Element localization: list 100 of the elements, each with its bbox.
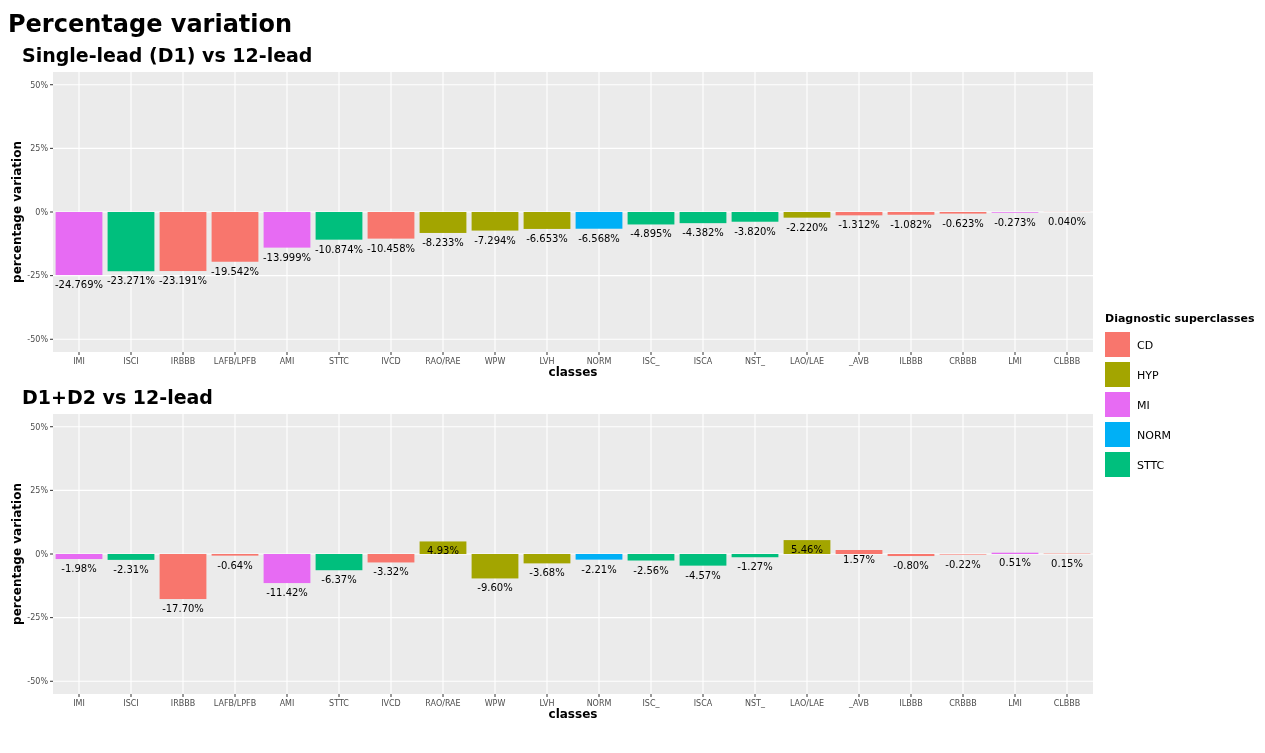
x-tick-label: ILBBB [899, 357, 923, 366]
data-label: -0.80% [893, 560, 929, 572]
x-tick-label: LMI [1008, 699, 1022, 708]
x-tick-label: LAFB/LPFB [213, 357, 257, 366]
data-label: 0.15% [1051, 557, 1083, 569]
x-tick-label: RAO/RAE [425, 699, 461, 708]
data-label: -10.874% [314, 243, 364, 255]
data-label: -6.568% [578, 232, 620, 244]
x-tick-label: NORM [586, 699, 612, 708]
legend-label: NORM [1137, 429, 1172, 442]
data-label: -17.70% [162, 603, 204, 615]
bar [159, 554, 207, 600]
x-tick-label: ISCA [693, 357, 713, 366]
x-tick-label: IVCD [381, 357, 401, 366]
legend-title: Diagnostic superclasses [1105, 312, 1255, 325]
bar [887, 554, 935, 557]
data-label: -2.31% [113, 563, 149, 575]
bar [627, 554, 675, 561]
bar [263, 554, 311, 584]
x-tick-label: AMI [279, 357, 295, 366]
data-label: -1.082% [890, 218, 932, 230]
x-tick-label: ISCI [123, 357, 139, 366]
data-label: -0.64% [217, 559, 253, 571]
x-tick-label: ISC_ [642, 699, 661, 708]
data-label: -8.233% [422, 236, 464, 248]
data-label: -3.32% [373, 566, 409, 578]
data-label: -4.382% [682, 227, 724, 239]
bar [367, 554, 415, 563]
data-label: -24.769% [54, 279, 104, 291]
data-label: -13.999% [262, 251, 312, 263]
legend-label: HYP [1137, 369, 1159, 382]
data-label: -1.98% [61, 563, 97, 575]
y-tick-label: 25% [30, 144, 49, 154]
x-tick-label: ILBBB [899, 699, 923, 708]
data-label: -3.68% [529, 567, 565, 579]
x-axis-title: classes [548, 707, 598, 721]
data-label: -4.895% [630, 228, 672, 240]
y-tick-label: 25% [30, 486, 49, 496]
x-tick-label: IVCD [381, 699, 401, 708]
x-tick-label: CLBBB [1053, 699, 1081, 708]
y-tick-label: 0% [35, 207, 49, 217]
data-label: -6.37% [321, 574, 357, 586]
x-tick-label: ISCI [123, 699, 139, 708]
data-label: 5.46% [791, 544, 823, 556]
data-label: 1.57% [843, 554, 875, 565]
x-tick-label: CRBBB [949, 699, 977, 708]
x-tick-label: _AVB [848, 357, 869, 366]
data-label: -3.820% [734, 225, 776, 237]
x-axis-title: classes [548, 365, 598, 379]
data-label: 0.51% [999, 556, 1031, 568]
x-tick-label: AMI [279, 699, 295, 708]
y-axis-title: percentage variation [10, 141, 24, 283]
y-tick-label: 50% [30, 422, 49, 432]
bar [471, 554, 519, 579]
x-tick-label: NST_ [745, 357, 766, 366]
x-tick-label: IMI [73, 699, 85, 708]
x-tick-label: WPW [484, 357, 506, 366]
data-label: 4.93% [427, 545, 459, 557]
bar [575, 554, 623, 560]
bar [55, 554, 103, 560]
x-tick-label: RAO/RAE [425, 357, 461, 366]
bar [315, 554, 363, 571]
x-tick-label: NST_ [745, 699, 766, 708]
data-label: -0.273% [994, 216, 1036, 228]
data-label: -10.458% [366, 242, 416, 254]
data-label: -11.42% [266, 587, 308, 599]
x-tick-label: _AVB [848, 699, 869, 708]
y-tick-label: -25% [27, 613, 49, 623]
bar [835, 550, 883, 554]
x-tick-label: STTC [329, 357, 350, 366]
chart-subtitle: Single-lead (D1) vs 12-lead [22, 44, 313, 66]
data-label: -2.56% [633, 564, 669, 576]
x-tick-label: IMI [73, 357, 85, 366]
data-label: -0.22% [945, 558, 981, 570]
x-tick-label: LVH [539, 699, 555, 708]
x-tick-label: ISCA [693, 699, 713, 708]
data-label: -0.623% [942, 217, 984, 229]
x-tick-label: WPW [484, 699, 506, 708]
x-tick-label: LAO/LAE [789, 357, 825, 366]
x-tick-label: LMI [1008, 357, 1022, 366]
data-label: -1.312% [838, 219, 880, 231]
data-label: -6.653% [526, 232, 568, 244]
chart-title: Percentage variation [8, 10, 293, 38]
legend-label: MI [1137, 399, 1150, 412]
x-tick-label: LAFB/LPFB [213, 699, 257, 708]
data-label: -1.27% [737, 561, 773, 573]
data-label: 0.040% [1047, 215, 1087, 227]
data-label: -23.191% [158, 275, 208, 287]
x-tick-label: IRBBB [170, 357, 196, 366]
x-tick-label: LAO/LAE [789, 699, 825, 708]
bar [679, 554, 727, 566]
x-tick-label: STTC [329, 699, 350, 708]
data-label: -9.60% [477, 582, 513, 594]
y-tick-label: -25% [27, 271, 49, 281]
y-tick-label: 50% [30, 80, 49, 90]
data-label: -2.21% [581, 563, 617, 575]
y-tick-label: 0% [35, 549, 49, 559]
data-label: -4.57% [685, 569, 721, 581]
x-tick-label: IRBBB [170, 699, 196, 708]
bar [523, 554, 571, 564]
